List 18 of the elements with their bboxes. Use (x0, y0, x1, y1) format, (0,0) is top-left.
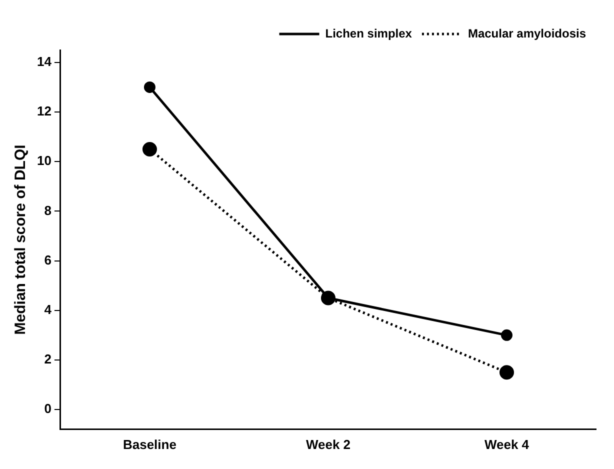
y-tick-label: 14 (36, 54, 52, 69)
x-tick-label: Week 4 (484, 436, 530, 452)
y-tick-label: 2 (44, 352, 52, 367)
x-tick-label: Week 2 (306, 436, 351, 452)
y-tick-label: 8 (44, 202, 52, 218)
x-tick-label: Baseline (122, 436, 176, 452)
y-tick-label: 10 (36, 153, 52, 168)
point (144, 81, 156, 93)
y-tick-label: 12 (36, 104, 52, 119)
y-tick-label: 6 (44, 252, 52, 268)
point (500, 329, 512, 341)
y-tick-label: 0 (44, 401, 52, 416)
legend-label: Macular amyloidosis (468, 26, 586, 40)
y-tick-label: 4 (44, 302, 52, 317)
legend-label: Lichen simplex (325, 26, 412, 40)
point (499, 365, 514, 380)
y-axis-title: Median total score of DLQI (12, 144, 30, 335)
point (142, 142, 157, 156)
